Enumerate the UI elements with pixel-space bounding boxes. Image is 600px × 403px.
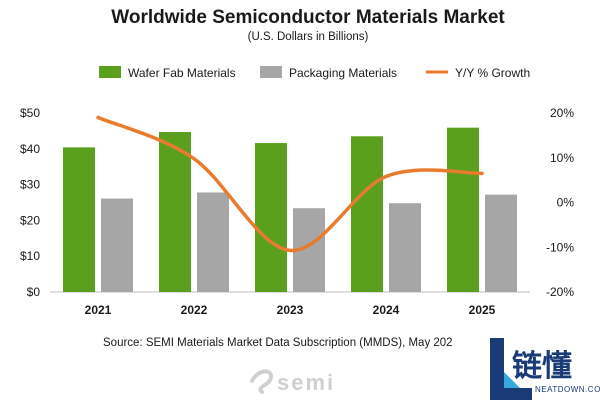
y-right-tick-label: -20% [546,285,574,299]
watermark-logo-mark [490,338,532,400]
watermark: 链懂 NEATDOWN.COM [482,330,600,403]
bar-packaging-2021 [101,198,133,292]
y-right-tick-label: 0% [557,196,575,210]
watermark-logo-accent [504,372,520,388]
bar-packaging-2024 [389,203,421,292]
chart-subtitle: (U.S. Dollars in Billions) [248,31,369,43]
plot-line [96,115,484,253]
bar-wafer-fab-2025 [447,127,479,292]
plot-axes: $0 $10 $20 $30 $40 $50 -20% -10% 0% 10% 20% 2021 202… [20,106,574,317]
semi-logo-text: semi [277,370,335,395]
bar-wafer-fab-2024 [351,136,383,292]
bar-packaging-2022 [197,192,229,292]
plot-bars [63,127,517,292]
bar-packaging-2025 [485,194,517,292]
x-tick-label-2025: 2025 [469,303,496,317]
watermark-chinese: 链懂 [512,349,572,383]
bar-wafer-fab-2023 [255,143,287,292]
bar-wafer-fab-2021 [63,147,95,292]
y-right-tick-label: -10% [546,240,574,254]
semi-logo-icon [250,369,273,394]
growth-line [96,115,484,253]
legend-label-wafer-fab: Wafer Fab Materials [128,66,236,80]
y-left-tick-label: $50 [20,106,40,120]
legend: Wafer Fab Materials Packaging Materials … [99,66,530,80]
legend-swatch-packaging [260,66,282,78]
legend-label-growth: Y/Y % Growth [455,66,530,80]
x-tick-label-2022: 2022 [181,303,208,317]
x-tick-label-2021: 2021 [85,303,112,317]
y-left-tick-label: $40 [20,142,40,156]
y-left-tick-label: $10 [20,249,40,263]
y-right-tick-label: 10% [550,151,574,165]
source-note: Source: SEMI Materials Market Data Subsc… [103,337,453,349]
x-tick-label-2023: 2023 [277,303,304,317]
semi-logo: semi [250,369,335,395]
bar-wafer-fab-2022 [159,131,191,292]
x-tick-label-2024: 2024 [373,303,400,317]
y-left-tick-label: $30 [20,178,40,192]
y-left-tick-label: $0 [27,285,41,299]
legend-label-packaging: Packaging Materials [289,66,397,80]
y-left-tick-label: $20 [20,213,40,227]
chart-title: Worldwide Semiconductor Materials Market [111,7,505,28]
legend-swatch-wafer-fab [99,66,121,78]
watermark-english: NEATDOWN.COM [535,385,600,394]
y-right-tick-label: 20% [550,106,574,120]
